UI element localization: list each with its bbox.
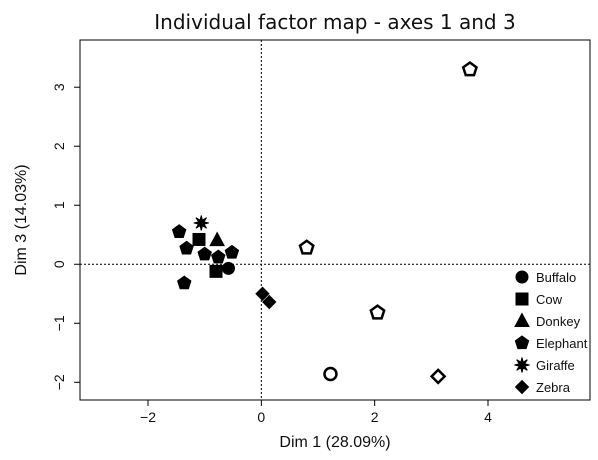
legend-marker-donkey xyxy=(514,312,530,327)
point-zebra xyxy=(429,368,447,385)
plot-frame xyxy=(79,39,591,401)
point-elephant xyxy=(179,240,194,255)
point-elephant xyxy=(224,244,240,259)
y-tick-label: −2 xyxy=(51,374,67,390)
y-tick-label: 3 xyxy=(51,83,67,91)
legend: Buffalo Cow Donkey Elephant Giraffe Zebra xyxy=(514,270,588,395)
chart-title: Individual factor map - axes 1 and 3 xyxy=(154,10,515,34)
point-donkey xyxy=(209,231,225,247)
point-cow xyxy=(209,264,223,278)
point-elephant xyxy=(197,246,212,261)
point-zebra xyxy=(255,286,270,301)
legend-label-donkey: Donkey xyxy=(536,314,581,329)
point-zebra xyxy=(262,294,277,310)
point-elephant xyxy=(177,275,192,290)
legend-label-zebra: Zebra xyxy=(536,380,571,395)
x-axis-title: Dim 1 (28.09%) xyxy=(279,434,390,451)
legend-label-buffalo: Buffalo xyxy=(536,270,576,285)
point-elephant xyxy=(298,239,315,255)
x-tick-label: 0 xyxy=(257,409,265,425)
legend-marker-buffalo xyxy=(515,270,529,284)
reference-lines xyxy=(80,40,590,400)
y-tick-label: −1 xyxy=(51,315,67,331)
legend-marker-zebra xyxy=(514,379,530,395)
point-giraffe xyxy=(193,215,209,231)
x-tick-label: 4 xyxy=(484,409,492,425)
x-tick-label: 2 xyxy=(371,409,379,425)
legend-label-giraffe: Giraffe xyxy=(536,358,575,373)
point-elephant xyxy=(171,224,187,238)
point-elephant xyxy=(211,249,226,264)
legend-marker-elephant xyxy=(514,335,530,350)
point-elephant xyxy=(461,60,478,77)
x-axis: −2 0 2 4 xyxy=(140,400,492,425)
legend-label-elephant: Elephant xyxy=(536,336,588,351)
y-axis: −2 −1 0 1 2 3 xyxy=(51,83,80,390)
legend-marker-giraffe xyxy=(514,357,530,373)
y-axis-title: Dim 3 (14.03%) xyxy=(13,164,30,275)
y-tick-label: 0 xyxy=(51,260,67,268)
y-tick-label: 1 xyxy=(51,201,67,209)
point-cow xyxy=(192,232,206,246)
data-points xyxy=(171,60,478,385)
x-tick-label: −2 xyxy=(140,409,156,425)
y-tick-label: 2 xyxy=(51,142,67,150)
legend-label-cow: Cow xyxy=(536,292,563,307)
point-elephant xyxy=(369,304,386,320)
legend-marker-cow xyxy=(515,292,529,306)
point-buffalo xyxy=(221,261,235,275)
point-buffalo xyxy=(323,366,338,382)
